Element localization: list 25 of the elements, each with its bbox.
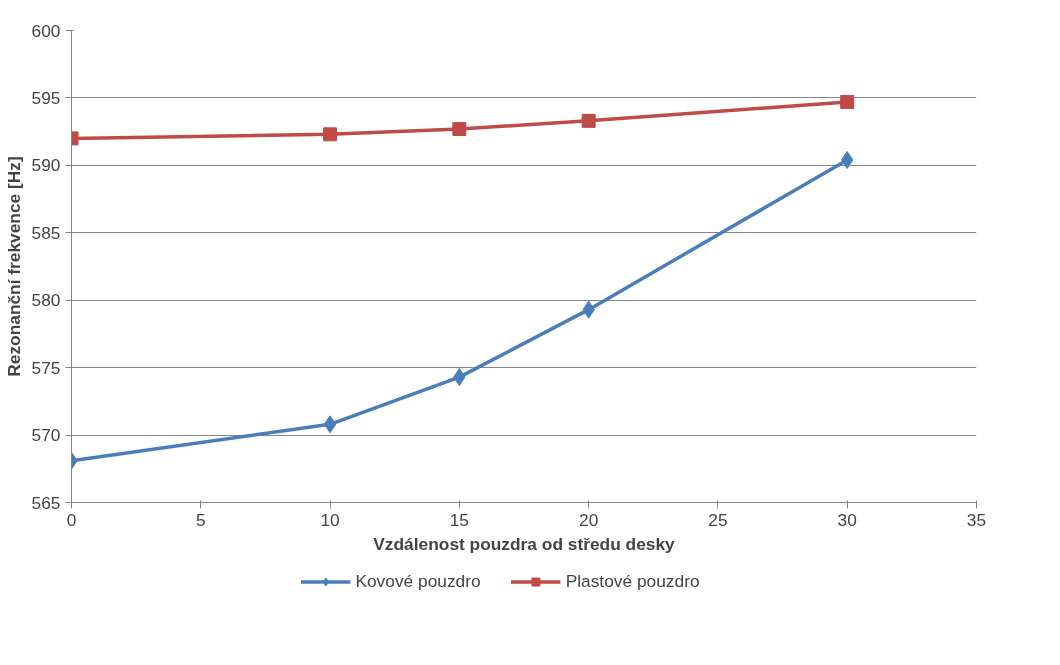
point xyxy=(840,94,855,109)
y-tick-label: 565 xyxy=(31,492,61,513)
point xyxy=(452,121,467,136)
point xyxy=(581,113,596,128)
legend-label: Plastové pouzdro xyxy=(565,570,700,592)
x-tick-label: 5 xyxy=(195,509,206,530)
point xyxy=(323,127,338,142)
y-tick-label: 590 xyxy=(31,155,61,176)
x-axis-title: Vzdálenost pouzdra od středu desky xyxy=(373,533,676,554)
y-tick-label: 595 xyxy=(31,87,61,108)
y-axis-title: Rezonanční frekvence [Hz] xyxy=(3,156,24,377)
x-tick-label: 30 xyxy=(837,509,857,530)
x-tick-label: 15 xyxy=(449,509,469,530)
y-tick-label: 585 xyxy=(31,222,61,243)
y-tick-label: 580 xyxy=(31,290,61,311)
point xyxy=(323,415,337,434)
x-tick-label: 20 xyxy=(579,509,599,530)
y-tick-label: 575 xyxy=(31,357,61,378)
x-tick-label: 25 xyxy=(708,509,728,530)
x-tick-label: 10 xyxy=(320,509,340,530)
x-tick-label: 0 xyxy=(66,509,77,530)
x-tick-label: 35 xyxy=(966,509,987,530)
y-tick-label: 600 xyxy=(31,20,61,41)
y-tick-label: 570 xyxy=(31,425,61,446)
legend-label: Kovové pouzdro xyxy=(355,570,481,592)
